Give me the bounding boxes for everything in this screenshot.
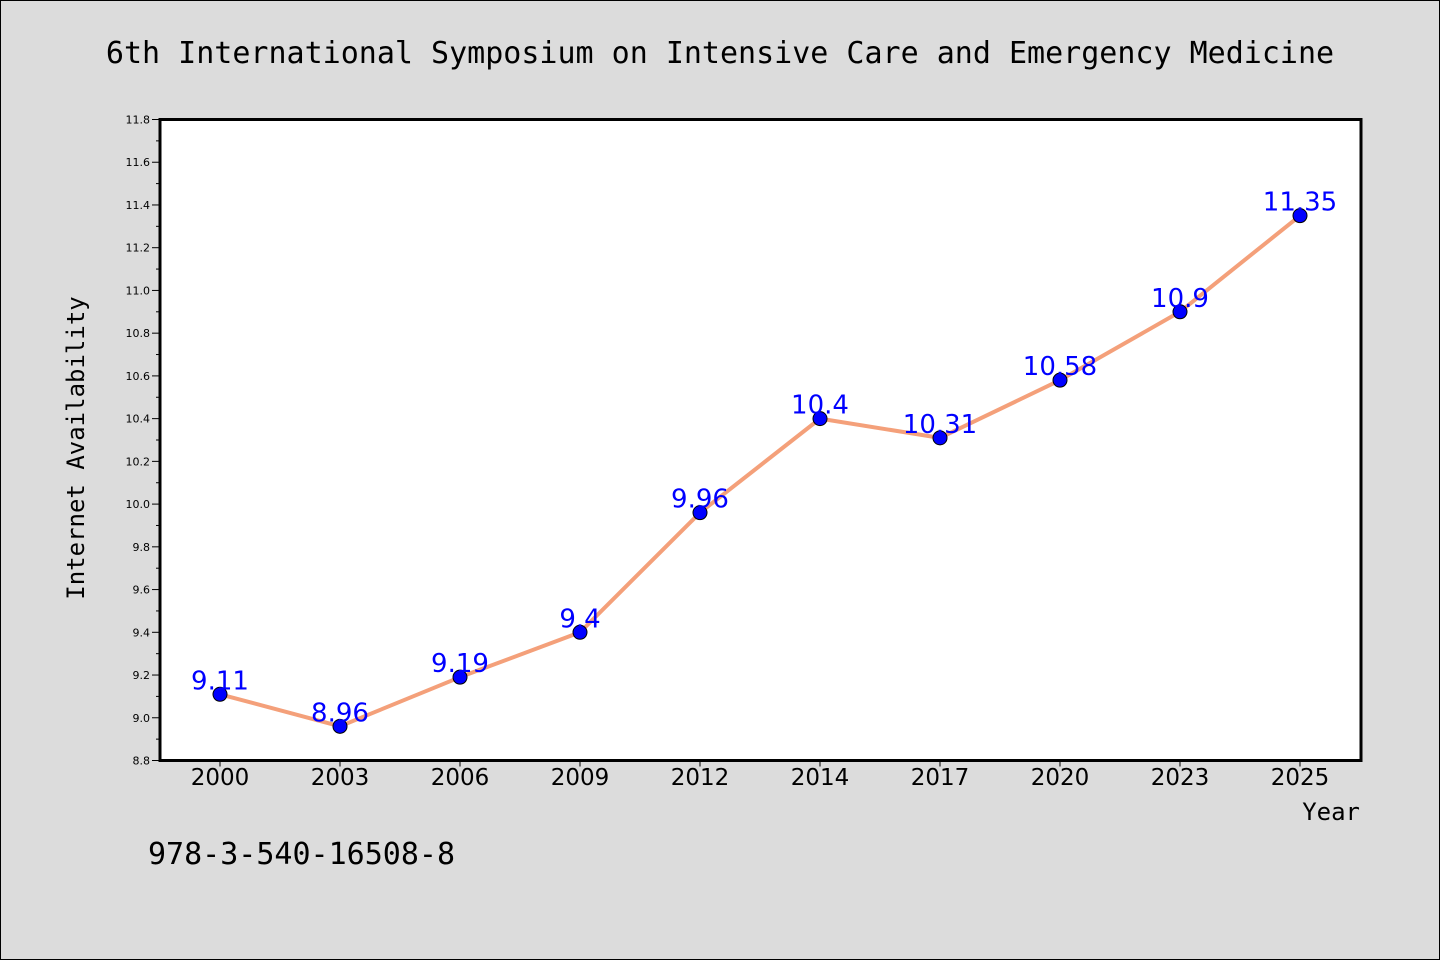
- data-label: 9.11: [191, 666, 249, 696]
- data-label: 8.96: [311, 698, 369, 728]
- data-label: 10.9: [1151, 284, 1209, 314]
- data-label: 10.31: [903, 410, 977, 440]
- data-point: [1292, 208, 1308, 224]
- y-tick-label: 10.2: [126, 455, 151, 468]
- y-tick-label: 9.8: [133, 541, 151, 554]
- series-line-group: 9.11 8.96 9.19 9.4 9.96 10.4 10.31 10.58 10.9 11.…: [191, 188, 1337, 734]
- data-point: [452, 669, 468, 685]
- y-axis: 8.8 9.0 9.2 9.4 9.6 9.8 10.0 10.2 10.4 10.6 10.8 11…: [126, 114, 160, 768]
- chart-title: 6th International Symposium on Intensive…: [106, 36, 1334, 71]
- y-tick-label: 10.6: [126, 370, 151, 383]
- data-point: [572, 624, 588, 640]
- x-tick-label: 2012: [671, 765, 730, 791]
- y-tick-label: 9.4: [133, 626, 151, 639]
- x-tick-label: 2023: [1151, 765, 1210, 791]
- data-point: [1052, 372, 1068, 388]
- data-label: 10.58: [1023, 352, 1097, 382]
- data-label: 9.96: [671, 485, 729, 515]
- footnote-isbn: 978-3-540-16508-8: [148, 837, 455, 872]
- x-tick-label: 2014: [791, 765, 850, 791]
- x-tick-label: 2025: [1271, 765, 1330, 791]
- y-tick-label: 11.8: [126, 114, 151, 127]
- x-tick-label: 2020: [1031, 765, 1090, 791]
- y-tick-label: 8.8: [133, 755, 151, 768]
- data-point: [932, 430, 948, 446]
- series-line: [219, 214, 1302, 729]
- y-tick-label: 11.2: [126, 242, 151, 255]
- data-point: [692, 505, 708, 521]
- x-axis-label: Year: [1302, 798, 1360, 826]
- data-point: [812, 411, 828, 427]
- x-tick-label: 2017: [911, 765, 970, 791]
- y-tick-label: 11.6: [126, 156, 151, 169]
- y-tick-label: 9.0: [133, 712, 151, 725]
- x-tick-label: 2006: [431, 765, 490, 791]
- y-tick-label: 11.4: [126, 199, 151, 212]
- x-tick-label: 2003: [311, 765, 370, 791]
- y-axis-label: Internet Availability: [62, 296, 90, 599]
- plot-area: [158, 118, 1363, 762]
- data-label: 9.4: [559, 604, 600, 634]
- y-tick-label: 9.6: [133, 584, 151, 597]
- data-label: 10.4: [791, 391, 849, 421]
- y-tick-label: 10.0: [126, 498, 151, 511]
- x-axis: 2000 2003 2006 2009 2012 2014 2017 2020 2023 2025: [191, 760, 1330, 791]
- data-point: [1172, 304, 1188, 320]
- data-point: [212, 686, 228, 702]
- y-tick-label: 10.8: [126, 327, 151, 340]
- data-point: [332, 718, 348, 734]
- data-label: 9.19: [431, 649, 489, 679]
- x-tick-label: 2000: [191, 765, 250, 791]
- x-tick-label: 2009: [551, 765, 610, 791]
- data-label: 11.35: [1263, 188, 1337, 218]
- y-tick-label: 9.2: [133, 669, 151, 682]
- y-tick-label: 11.0: [126, 284, 151, 297]
- y-tick-label: 10.4: [126, 413, 151, 426]
